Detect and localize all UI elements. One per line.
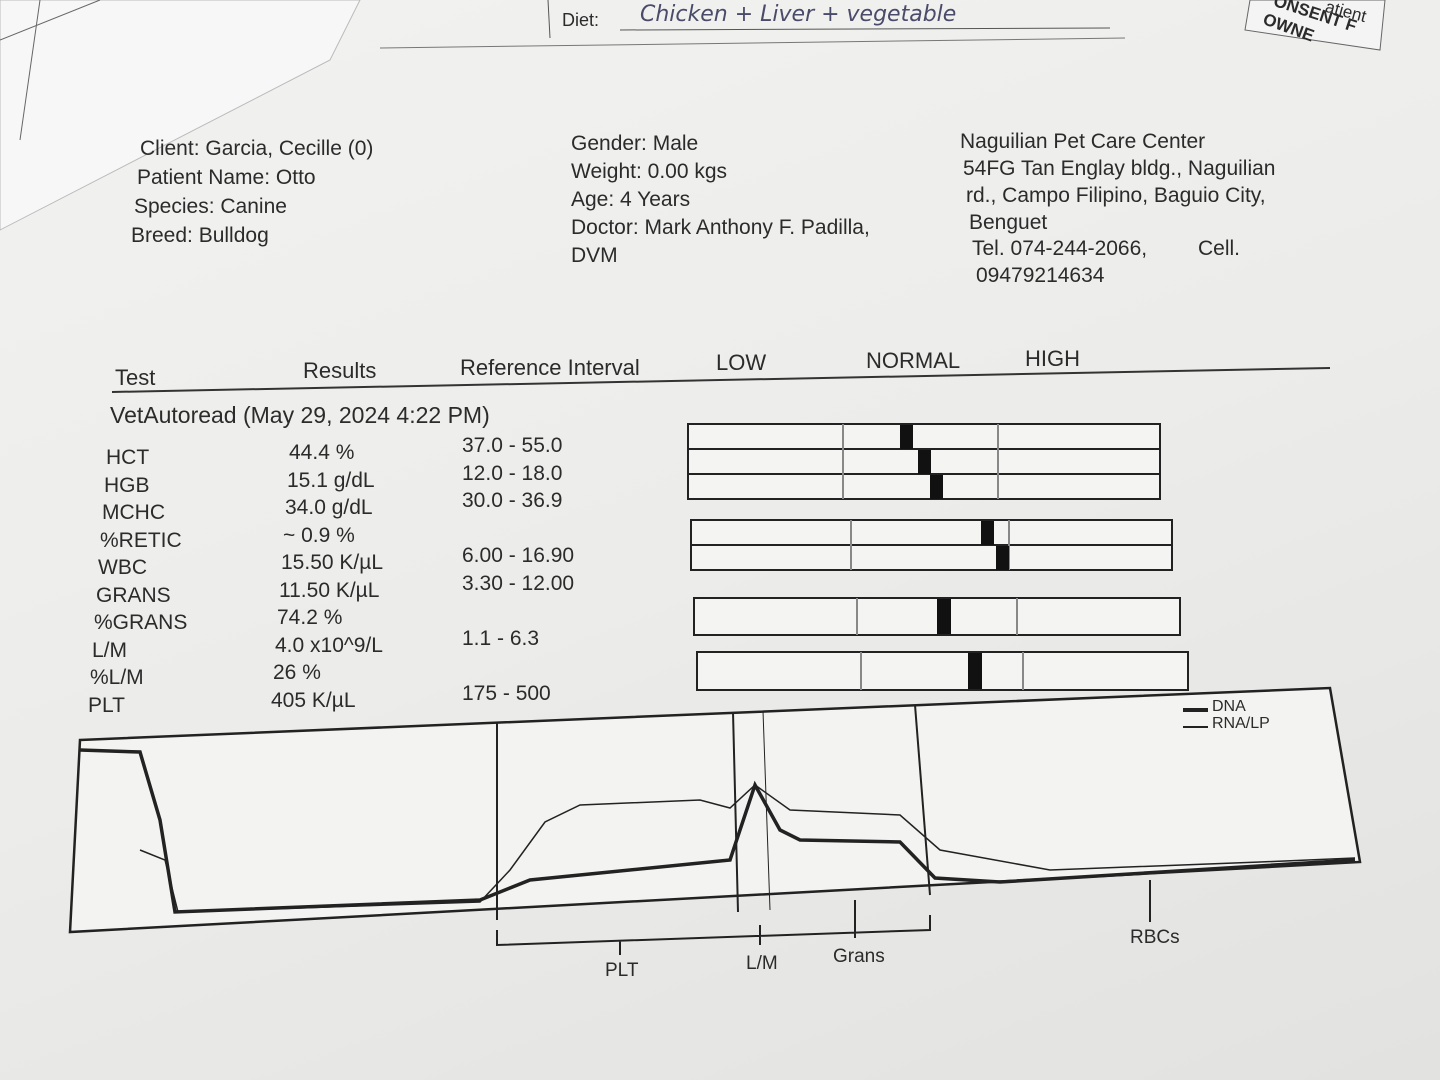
reference-interval: 12.0 - 18.0	[462, 461, 563, 485]
table-header: Reference Interval	[460, 355, 640, 380]
table-header: LOW	[716, 350, 767, 375]
range-markers	[900, 425, 1009, 689]
test-name: HGB	[104, 473, 150, 497]
test-result: 34.0 g/dL	[285, 496, 373, 519]
test-result: 15.1 g/dL	[287, 468, 375, 492]
client-line: Species: Canine	[134, 195, 287, 218]
reference-interval: 6.00 - 16.90	[462, 544, 575, 567]
test-result: 405 K/µL	[271, 688, 356, 712]
test-result: 11.50 K/µL	[279, 578, 380, 602]
histogram	[68, 686, 1362, 955]
header-rule	[111, 367, 1331, 393]
test-name: %GRANS	[94, 611, 188, 634]
table-header: HIGH	[1025, 346, 1080, 371]
test-name: HCT	[106, 446, 150, 469]
table-header: Test	[115, 365, 156, 390]
test-result: 74.2 %	[277, 606, 343, 629]
legend-label: RNA/LP	[1212, 715, 1270, 732]
diet-label: Diet:	[562, 10, 600, 30]
clinic-line: Naguilian Pet Care Center	[960, 130, 1206, 153]
test-name: L/M	[92, 638, 128, 662]
grid-rule	[19, 0, 41, 141]
test-name: MCHC	[102, 501, 165, 524]
patient-line: Age: 4 Years	[571, 188, 691, 211]
table-header: Results	[303, 358, 377, 383]
patient-line: Gender: Male	[571, 132, 699, 155]
folded-page	[0, 0, 361, 231]
clinic-line: Benguet	[969, 211, 1048, 234]
test-result: 15.50 K/µL	[281, 551, 384, 574]
test-name: GRANS	[96, 583, 171, 607]
test-result: ~ 0.9 %	[283, 523, 355, 547]
axis-label: L/M	[746, 953, 778, 974]
axis-label: Grans	[833, 946, 885, 967]
axis-label: RBCs	[1130, 927, 1180, 948]
test-name: %L/M	[90, 666, 144, 689]
client-line: Breed: Bulldog	[131, 224, 269, 247]
section-title: VetAutoread (May 29, 2024 4:22 PM)	[110, 402, 490, 428]
patient-line: Weight: 0.00 kgs	[571, 160, 728, 183]
patient-line: DVM	[571, 244, 618, 267]
client-line: Patient Name: Otto	[137, 166, 316, 189]
clinic-line: rd., Campo Filipino, Baguio City,	[966, 184, 1266, 207]
clinic-line: 54FG Tan Englay bldg., Naguilian	[963, 157, 1276, 180]
test-name: PLT	[88, 693, 125, 717]
patient-line: Doctor: Mark Anthony F. Padilla,	[571, 216, 870, 239]
test-result: 4.0 x10^9/L	[275, 633, 383, 657]
test-name: WBC	[98, 556, 147, 579]
reference-interval: 37.0 - 55.0	[462, 434, 563, 457]
rule	[619, 27, 1111, 31]
reference-interval: 1.1 - 6.3	[462, 626, 540, 650]
test-result: 44.4 %	[289, 441, 355, 464]
grid-rule	[0, 0, 101, 41]
reference-interval: 3.30 - 12.00	[462, 571, 575, 595]
table-header: NORMAL	[866, 348, 961, 373]
rule	[379, 37, 1126, 49]
clinic-line: Tel. 074-244-2066,	[972, 237, 1148, 260]
test-name: %RETIC	[100, 528, 182, 552]
client-line: Client: Garcia, Cecille (0)	[140, 137, 374, 160]
rule	[547, 0, 551, 39]
axis-label: PLT	[605, 960, 639, 981]
reference-interval: 175 - 500	[462, 681, 551, 705]
test-result: 26 %	[273, 661, 321, 684]
range-bars	[687, 423, 1189, 691]
diet-value: Chicken + Liver + vegetable	[640, 2, 957, 27]
clinic-line: 09479214634	[976, 264, 1105, 287]
corner-paper	[1244, 0, 1386, 51]
clinic-line: Cell.	[1198, 237, 1241, 260]
reference-interval: 30.0 - 36.9	[462, 489, 563, 512]
legend-label: DNA	[1212, 698, 1246, 715]
